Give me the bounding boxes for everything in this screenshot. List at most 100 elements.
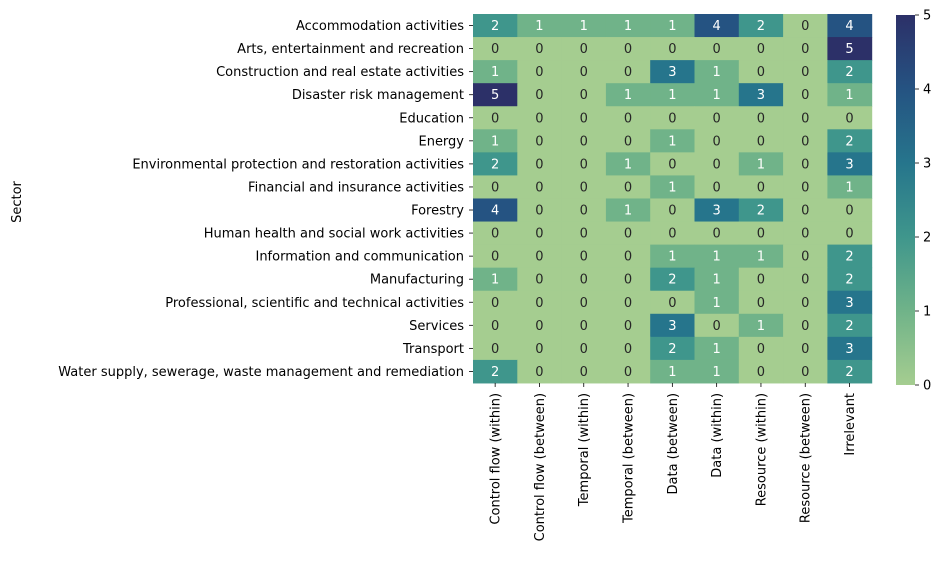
heatmap-cell	[827, 290, 873, 315]
cell-value-label: 0	[491, 319, 499, 334]
heatmap-cell	[783, 290, 828, 315]
heatmap-cell	[783, 106, 828, 130]
cell-value-label: 3	[845, 342, 853, 357]
heatmap-cell	[561, 83, 607, 107]
cell-value-label: 0	[624, 65, 632, 80]
heatmap-cell	[473, 129, 518, 153]
cell-value-label: 0	[757, 273, 765, 288]
heatmap-cell	[694, 60, 740, 84]
cell-value-label: 0	[801, 365, 809, 380]
cell-value-label: 0	[757, 227, 765, 242]
heatmap-cell	[605, 152, 651, 176]
heatmap-cell	[605, 244, 651, 269]
heatmap-cell	[561, 221, 607, 246]
heatmap-cell	[517, 60, 563, 84]
cell-value-label: 0	[491, 296, 499, 311]
heatmap-cell	[561, 313, 607, 338]
cell-value-label: 3	[668, 65, 676, 80]
heatmap-cell	[650, 83, 695, 107]
cell-value-label: 0	[491, 250, 499, 265]
cell-value-label: 0	[713, 42, 721, 57]
cell-value-label: 0	[713, 319, 721, 334]
cell-value-label: 2	[491, 365, 499, 380]
heatmap-cell	[738, 336, 784, 361]
cell-value-label: 4	[491, 204, 499, 219]
cell-value-label: 1	[757, 319, 765, 334]
cell-value-label: 0	[713, 134, 721, 149]
cell-value-label: 0	[580, 296, 588, 311]
heatmap-cell	[650, 244, 695, 269]
heatmap-cell	[605, 198, 651, 223]
heatmap-cell	[517, 106, 563, 130]
cell-value-label: 0	[801, 319, 809, 334]
cell-value-label: 1	[535, 19, 543, 34]
heatmap-cell	[783, 359, 828, 384]
heatmap-cell	[694, 83, 740, 107]
y-tick-label: Manufacturing	[370, 273, 464, 288]
cell-value-label: 0	[757, 134, 765, 149]
heatmap-cell	[738, 313, 784, 338]
cell-value-label: 1	[668, 250, 676, 265]
cell-value-label: 0	[845, 204, 853, 219]
x-tick-label: Control flow (within)	[489, 393, 504, 525]
cell-value-label: 0	[535, 296, 543, 311]
heatmap-cell	[605, 336, 651, 361]
cell-value-label: 0	[668, 296, 676, 311]
x-tick-label: Temporal (within)	[577, 393, 592, 507]
y-tick-label: Education	[399, 111, 464, 126]
cell-value-label: 0	[535, 111, 543, 126]
cell-value-label: 2	[845, 250, 853, 265]
cell-value-label: 0	[624, 273, 632, 288]
cell-value-label: 0	[624, 134, 632, 149]
cell-value-label: 0	[845, 111, 853, 126]
cell-value-label: 1	[491, 65, 499, 80]
cell-value-label: 0	[535, 65, 543, 80]
heatmap-cell	[827, 106, 873, 130]
heatmap-cell	[783, 152, 828, 176]
x-tick-label: Control flow (between)	[533, 393, 548, 541]
cell-value-label: 3	[757, 88, 765, 103]
y-tick-label: Disaster risk management	[292, 88, 464, 103]
cell-value-label: 0	[801, 273, 809, 288]
cell-value-label: 0	[535, 42, 543, 57]
heatmap-cell	[827, 244, 873, 269]
heatmap-cell	[517, 267, 563, 292]
cell-value-label: 0	[580, 319, 588, 334]
heatmap-cell	[694, 175, 740, 199]
cell-value-label: 0	[757, 65, 765, 80]
heatmap-cell	[827, 37, 873, 61]
cell-value-label: 0	[713, 227, 721, 242]
heatmap-cell	[783, 198, 828, 223]
cell-value-label: 0	[624, 111, 632, 126]
cell-value-label: 0	[580, 111, 588, 126]
colorbar-tick-label: 1	[923, 305, 931, 320]
y-tick-label: Financial and insurance activities	[248, 180, 464, 195]
heatmap-cell	[783, 83, 828, 107]
heatmap-cell	[738, 267, 784, 292]
heatmap-cell	[738, 14, 784, 38]
cell-value-label: 0	[801, 19, 809, 34]
heatmap-cell	[605, 83, 651, 107]
heatmap-cell	[561, 37, 607, 61]
heatmap-cell	[650, 152, 695, 176]
heatmap-cell	[561, 60, 607, 84]
heatmap-cell	[783, 129, 828, 153]
heatmap-cell	[650, 267, 695, 292]
heatmap-cell	[517, 336, 563, 361]
y-tick-label: Transport	[402, 342, 464, 357]
heatmap-cell	[605, 37, 651, 61]
heatmap-cell	[783, 267, 828, 292]
heatmap-cell	[738, 83, 784, 107]
cell-value-label: 0	[580, 157, 588, 172]
cell-value-label: 1	[713, 65, 721, 80]
heatmap-cell	[473, 359, 518, 384]
x-tick-label: Irrelevant	[843, 393, 858, 456]
cell-value-label: 0	[535, 342, 543, 357]
cell-value-label: 0	[801, 65, 809, 80]
heatmap-cell	[827, 267, 873, 292]
cell-value-label: 1	[580, 19, 588, 34]
heatmap-cell	[473, 37, 518, 61]
cell-value-label: 0	[713, 111, 721, 126]
heatmap-cell	[517, 244, 563, 269]
heatmap-cell	[650, 290, 695, 315]
